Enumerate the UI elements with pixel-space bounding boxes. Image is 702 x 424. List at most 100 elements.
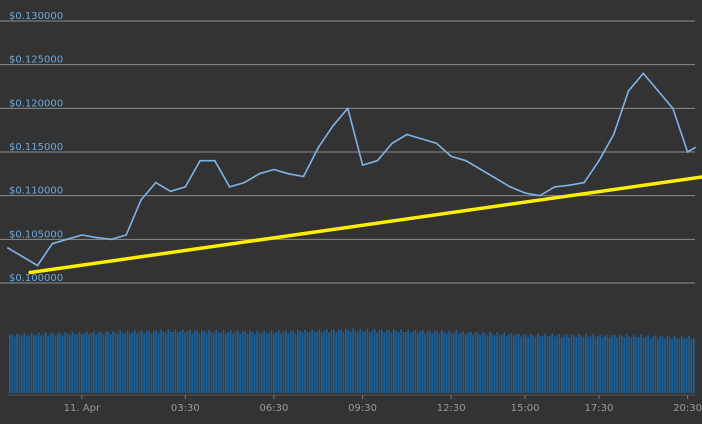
volume-bar [563, 334, 566, 393]
volume-bar [18, 334, 21, 393]
price-point [524, 192, 526, 194]
volume-bar [261, 333, 263, 393]
volume-bar [436, 331, 438, 393]
volume-bar [28, 335, 30, 393]
volume-bar [577, 333, 580, 393]
volume-bar [597, 335, 599, 393]
volume-bar [431, 333, 434, 393]
volume-bar [237, 330, 239, 393]
volume-bar [280, 333, 282, 393]
volume-bar [265, 333, 268, 393]
volume-bar [525, 334, 527, 393]
price-point [686, 151, 689, 153]
volume-bar [688, 336, 690, 393]
volume-bar [479, 335, 482, 393]
volume-bar [409, 332, 412, 393]
volume-bar [81, 333, 83, 393]
volume-bar [640, 334, 642, 393]
volume-bar [40, 335, 42, 393]
volume-bar [681, 335, 683, 393]
volume-bar [635, 337, 638, 393]
price-point [258, 172, 261, 175]
y-tick-label: $0.130000 [9, 11, 63, 22]
volume-bar [150, 333, 153, 393]
volume-bar [287, 333, 290, 393]
volume-bar [460, 332, 462, 393]
volume-bar [33, 335, 35, 393]
price-point [598, 159, 600, 162]
volume-bar [71, 331, 74, 393]
price-point [273, 168, 275, 171]
price-point [435, 142, 438, 145]
volume-bar [102, 334, 105, 393]
volume-bar [78, 331, 81, 393]
volume-bar [522, 333, 525, 393]
volume-bar [378, 329, 381, 393]
volume-bar [174, 329, 177, 393]
volume-bar [541, 336, 544, 393]
price-point [627, 89, 630, 92]
price-point [140, 199, 142, 201]
trendline-segment [28, 175, 702, 275]
volume-bar [383, 332, 386, 393]
volume-bar [323, 330, 326, 393]
y-tick-label: $0.105000 [9, 229, 63, 240]
volume-bar [105, 331, 107, 393]
volume-bar [119, 330, 122, 393]
volume-bar [169, 331, 172, 393]
volume-bar [57, 332, 59, 393]
volume-bar [138, 331, 141, 393]
volume-bar [642, 337, 645, 393]
volume-bar [90, 332, 93, 393]
price-point [213, 159, 216, 162]
volume-bar [273, 333, 275, 393]
volume-bar [114, 332, 117, 393]
volume-bar [553, 336, 556, 393]
volume-bar [544, 333, 546, 393]
volume-bar [462, 331, 465, 393]
volume-bar [546, 336, 549, 393]
price-point [553, 186, 556, 188]
volume-bar [342, 332, 345, 393]
volume-bar [515, 334, 518, 393]
volume-bar [109, 334, 112, 393]
volume-bar [534, 336, 537, 393]
price-point [287, 172, 290, 175]
price-point [125, 234, 128, 236]
volume-bar [179, 331, 182, 393]
volume-bar [88, 334, 90, 393]
volume-bar [270, 330, 273, 393]
volume-bar [453, 333, 455, 393]
volume-bar [306, 331, 309, 393]
price-point [317, 146, 320, 149]
volume-bar [661, 336, 664, 393]
y-tick-label: $0.125000 [9, 55, 63, 66]
price-point [479, 168, 482, 171]
volume-bar [297, 329, 299, 393]
volume-bar [669, 337, 671, 393]
volume-bar [318, 329, 321, 393]
price-point [7, 247, 9, 249]
volume-bar [349, 331, 352, 393]
volume-bar [172, 331, 174, 393]
volume-bar [129, 332, 131, 393]
volume-bar [469, 331, 472, 393]
volume-bar [37, 332, 40, 393]
volume-bar [133, 330, 136, 393]
volume-bar [601, 337, 604, 393]
volume-bar [587, 336, 590, 393]
price-point [361, 164, 364, 167]
volume-bar [191, 333, 194, 393]
volume-bar [107, 331, 110, 393]
volume-bar [337, 329, 340, 393]
volume-bar [59, 332, 62, 393]
volume-bar [47, 335, 50, 393]
volume-bar [537, 333, 539, 393]
volume-bar [407, 329, 410, 393]
volume-bar [527, 336, 530, 393]
volume-bar [693, 337, 695, 393]
volume-bar [328, 332, 330, 393]
volume-bar [611, 334, 614, 393]
volume-bar [647, 335, 650, 393]
price-series [7, 72, 696, 267]
